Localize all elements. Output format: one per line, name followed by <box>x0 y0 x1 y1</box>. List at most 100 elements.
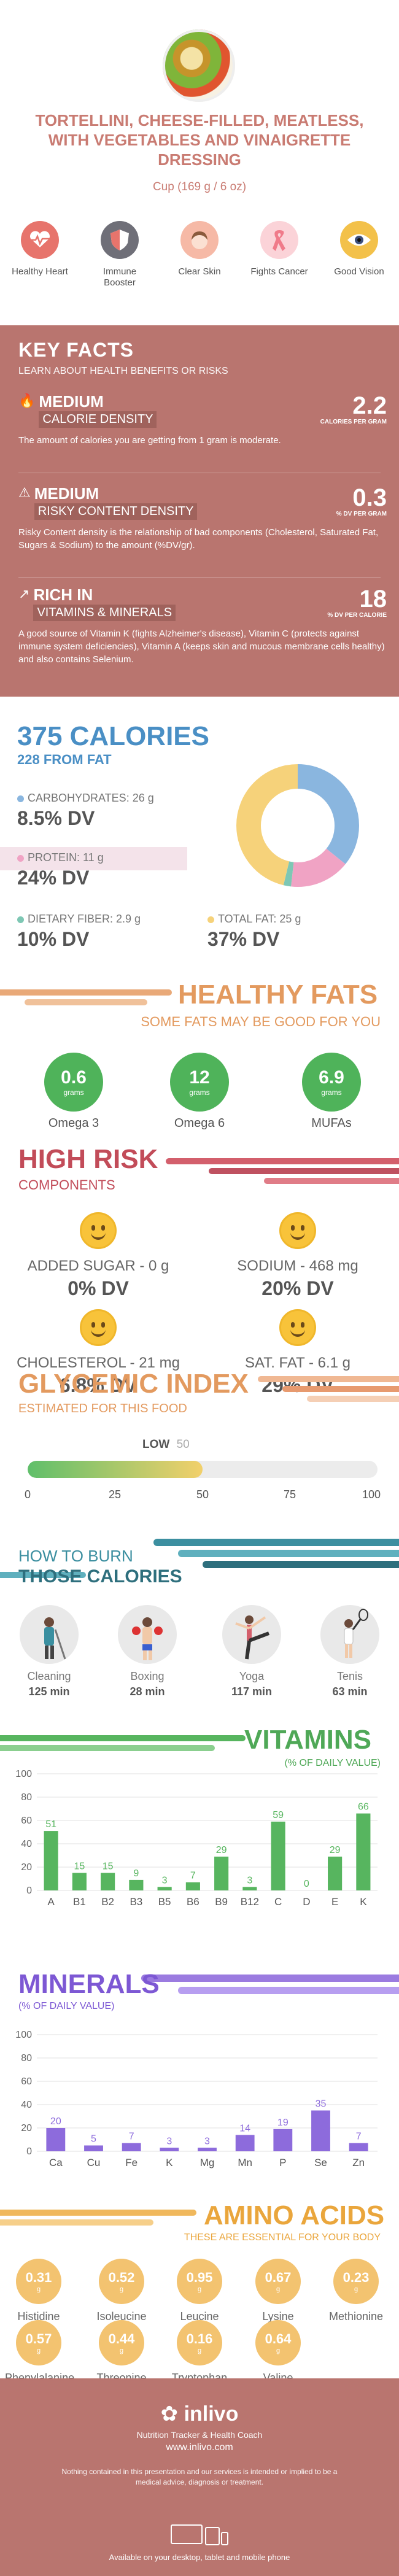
food-title: TORTELLINI, CHEESE-FILLED, MEATLESS, WIT… <box>35 111 364 169</box>
key-fact-value: 2.2 <box>352 392 387 419</box>
amino-value: 0.57 <box>25 2331 52 2346</box>
benefit-fights-cancer: Fights Cancer <box>246 221 313 277</box>
benefit-label: Clear Skin <box>178 266 221 277</box>
amino-histidine: 0.31 g Histidine <box>5 2259 72 2323</box>
category-label: Cu <box>87 2157 101 2168</box>
risk-dv: 20% DV <box>261 1277 334 1299</box>
activity-boxing: Boxing 28 min <box>110 1605 184 1698</box>
benefit-healthy-heart: Healthy Heart <box>6 221 74 277</box>
glycemic-bar <box>28 1461 378 1478</box>
bar-B3 <box>129 1879 144 1890</box>
key-fact-level: MEDIUM <box>39 392 104 411</box>
key-fact-value: 18 <box>359 586 387 613</box>
fiber-dot <box>17 916 24 923</box>
amino-valine: 0.64 g Valine <box>244 2320 312 2385</box>
bar-value-label: 7 <box>356 2132 362 2142</box>
nutrient-dv: 10% DV <box>17 928 90 950</box>
fat-mufas: 6.9 grams MUFAs <box>289 1053 374 1131</box>
carbs-dot <box>17 795 24 802</box>
fat-omega-3: 0.6 grams Omega 3 <box>31 1053 117 1131</box>
bar-B12 <box>242 1887 257 1890</box>
amino-value: 0.16 <box>186 2331 213 2346</box>
protein-dot <box>17 854 24 862</box>
bar-E <box>328 1856 343 1890</box>
benefit-good-vision: Good Vision <box>325 221 393 277</box>
category-label: B2 <box>101 1896 114 1908</box>
shield-icon <box>101 221 139 259</box>
minerals-bar-chart: 0 20 40 60 80 100 20 Ca 5 Cu 7 Fe 3 K 3 Mg 14 Mn 19 P 35 Se 7 Z… <box>15 2030 378 2168</box>
category-label: B9 <box>215 1896 228 1908</box>
calories-subtitle: 228 FROM FAT <box>17 752 112 767</box>
glycemic-bar-fill <box>28 1461 203 1478</box>
bar-value-label: 66 <box>358 1802 369 1812</box>
bar-B6 <box>185 1882 200 1890</box>
amino-blob: 0.31 g <box>16 2259 61 2304</box>
nutrient-carbs: CARBOHYDRATES: 26 g 8.5% DV <box>17 792 154 830</box>
bar-Ca <box>46 2128 66 2151</box>
amino-label: Isoleucine <box>96 2310 147 2323</box>
calorie-donut-chart <box>236 764 359 887</box>
key-fact-description: A good source of Vitamin K (fights Alzhe… <box>18 629 385 665</box>
smiley-icon <box>279 1309 316 1346</box>
fat-unit: grams <box>321 1088 342 1097</box>
bar-value-label: 29 <box>330 1845 341 1855</box>
amino-unit: g <box>354 2286 358 2293</box>
glycemic-level: LOW 50 <box>142 1438 190 1452</box>
burn-title-bottom: THOSE CALORIES <box>18 1566 182 1587</box>
activity-cleaning: Cleaning 125 min <box>12 1605 86 1698</box>
nutrient-protein: PROTEIN: 11 g 24% DV <box>17 851 104 889</box>
vitamins-stripes <box>0 1735 246 1751</box>
leaf-icon: ✿ <box>160 2402 179 2426</box>
bar-value-label: 15 <box>74 1862 85 1872</box>
logo: ✿ inlivo <box>0 2402 399 2426</box>
amino-unit: g <box>119 2347 124 2354</box>
key-fact-description: Risky Content density is the relationshi… <box>18 527 379 551</box>
amino-unit: g <box>119 2286 124 2293</box>
y-tick-label: 100 <box>15 2030 32 2040</box>
bar-K <box>160 2148 179 2151</box>
bar-value-label: 0 <box>304 1879 309 1889</box>
amino-value: 0.52 <box>108 2270 135 2285</box>
donut-slice-fat <box>236 764 359 887</box>
face-icon <box>180 221 219 259</box>
glycemic-stripes <box>258 1376 399 1402</box>
ribbon-icon <box>260 221 298 259</box>
donut-slice-protein <box>236 764 359 887</box>
amino-blob: 0.67 g <box>255 2259 301 2304</box>
key-fact-label: CALORIE DENSITY <box>39 411 157 428</box>
category-label: Se <box>314 2157 327 2168</box>
footer-url[interactable]: www.inlivo.com <box>166 2442 233 2453</box>
footer-available: Available on your desktop, tablet and mo… <box>109 2553 290 2562</box>
amino-label: Leucine <box>180 2310 219 2323</box>
bar-value-label: 3 <box>162 1875 168 1886</box>
bar-A <box>44 1831 58 1890</box>
category-label: Mg <box>200 2157 215 2168</box>
bar-value-label: 3 <box>166 2136 172 2146</box>
y-tick-label: 80 <box>21 2053 32 2064</box>
bar-value-label: 59 <box>273 1810 284 1820</box>
key-fact-calorie-density: 🔥 MEDIUM CALORIE DENSITY 2.2 CALORIES PE… <box>18 393 387 447</box>
category-label: Mn <box>238 2157 252 2168</box>
fat-blob: 12 grams <box>170 1053 229 1112</box>
amino-unit: g <box>276 2286 281 2293</box>
nutrient-dv: 24% DV <box>17 867 90 889</box>
key-fact-unit: % DV PER CALORIE <box>327 612 387 619</box>
fat-blob: 6.9 grams <box>302 1053 361 1112</box>
nutrient-fiber: DIETARY FIBER: 2.9 g 10% DV <box>17 913 141 951</box>
category-label: B3 <box>130 1896 142 1908</box>
bar-Cu <box>84 2145 103 2151</box>
fat-value: 6.9 <box>319 1067 344 1088</box>
high-risk-subtitle: COMPONENTS <box>18 1177 115 1193</box>
activity-time: 28 min <box>130 1685 165 1698</box>
nutrient-dv: 8.5% DV <box>17 807 95 829</box>
activity-label: Tenis <box>336 1670 363 1682</box>
bar-Mn <box>235 2135 255 2151</box>
glycemic-subtitle: ESTIMATED FOR THIS FOOD <box>18 1402 187 1415</box>
risk-dv: 6.8% DV <box>59 1374 138 1396</box>
y-tick-label: 20 <box>21 2123 32 2133</box>
amino-blob: 0.23 g <box>333 2259 379 2304</box>
benefit-label: Fights Cancer <box>250 266 308 277</box>
amino-label: Histidine <box>17 2310 60 2323</box>
arrow-up-icon: ↗ <box>18 586 30 601</box>
key-fact-vitamins-minerals: ↗ RICH IN VITAMINS & MINERALS 18 % DV PE… <box>18 586 387 666</box>
